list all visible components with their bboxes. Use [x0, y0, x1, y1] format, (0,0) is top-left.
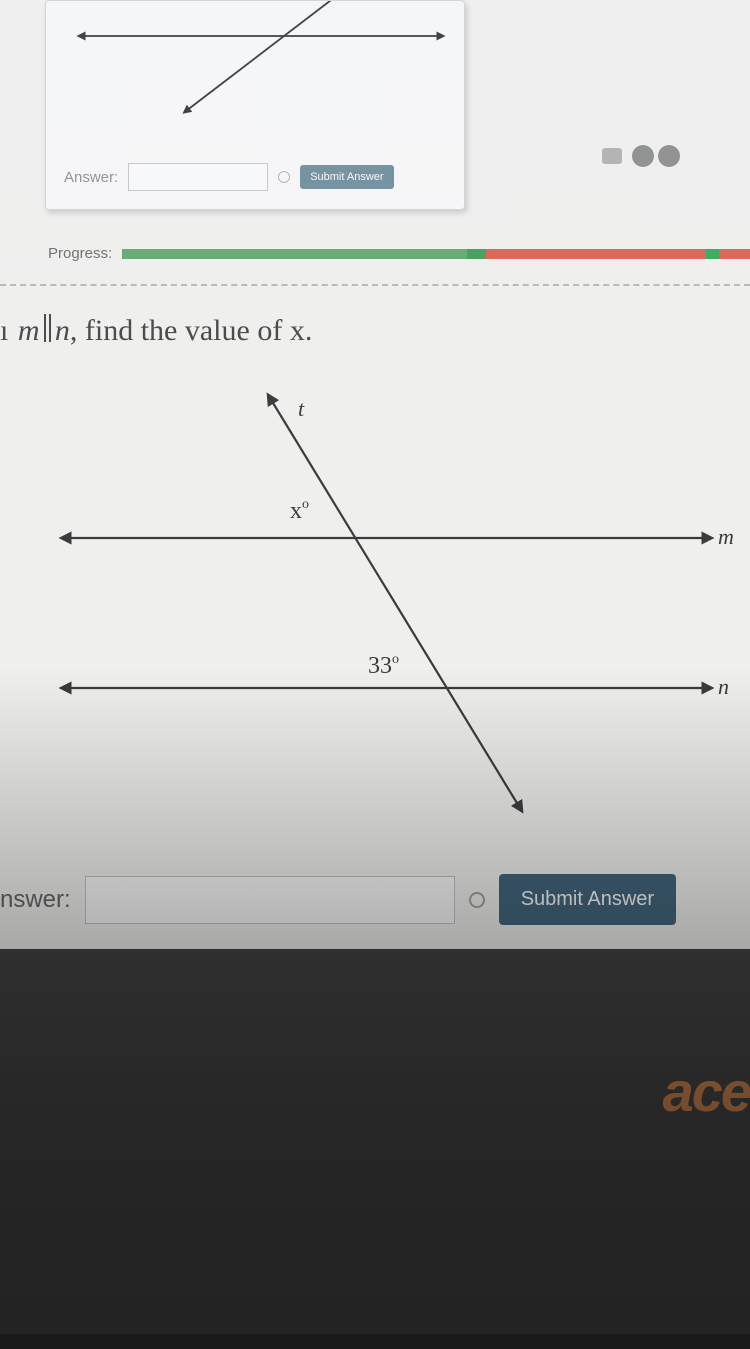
nav-expand-icon[interactable]: [602, 148, 622, 164]
svg-text:m: m: [718, 524, 734, 549]
answer-label: nswer:: [0, 886, 71, 914]
main-diagram: t m n xo 33o: [0, 368, 750, 868]
progress-label: Progress:: [48, 245, 112, 262]
nav-prev-icon[interactable]: [632, 145, 654, 167]
progress-row: Progress:: [0, 245, 750, 262]
thumbnail-diagram: [46, 1, 465, 136]
progress-segment: [122, 249, 467, 259]
question-text: ı mn, find the value of x.: [0, 286, 750, 368]
svg-text:xo: xo: [290, 497, 309, 524]
question-rest: , find the value of x.: [70, 314, 312, 347]
progress-segment: [467, 249, 486, 259]
progress-segment: [706, 249, 719, 259]
svg-text:t: t: [298, 396, 305, 421]
brand-logo: ace: [663, 1059, 750, 1124]
laptop-bezel: ace: [0, 949, 750, 1349]
nav-next-icon[interactable]: [658, 145, 680, 167]
svg-text:33o: 33o: [368, 652, 399, 679]
question-var-m: m: [18, 314, 40, 347]
progress-segment: [719, 249, 750, 259]
svg-text:n: n: [718, 674, 729, 699]
page-content: Answer: Submit Answer Progress: ı mn, fi…: [0, 0, 750, 949]
answer-status-icon: [469, 892, 485, 908]
thumbnail-answer-row: Answer: Submit Answer: [64, 163, 446, 191]
thumbnail-nav: [602, 145, 680, 167]
answer-input[interactable]: [85, 876, 455, 924]
progress-bar: [122, 249, 750, 259]
parallel-icon: [44, 314, 51, 342]
thumbnail-answer-input[interactable]: [128, 163, 268, 191]
progress-segment: [486, 249, 706, 259]
thumbnail-status-icon: [278, 171, 290, 183]
thumbnail-submit-button[interactable]: Submit Answer: [300, 165, 393, 189]
submit-answer-button[interactable]: Submit Answer: [499, 874, 676, 925]
question-thumbnail-card: Answer: Submit Answer: [45, 0, 465, 210]
answer-row: nswer: Submit Answer: [0, 868, 750, 949]
thumbnail-answer-label: Answer:: [64, 169, 118, 186]
question-var-n: n: [55, 314, 70, 347]
